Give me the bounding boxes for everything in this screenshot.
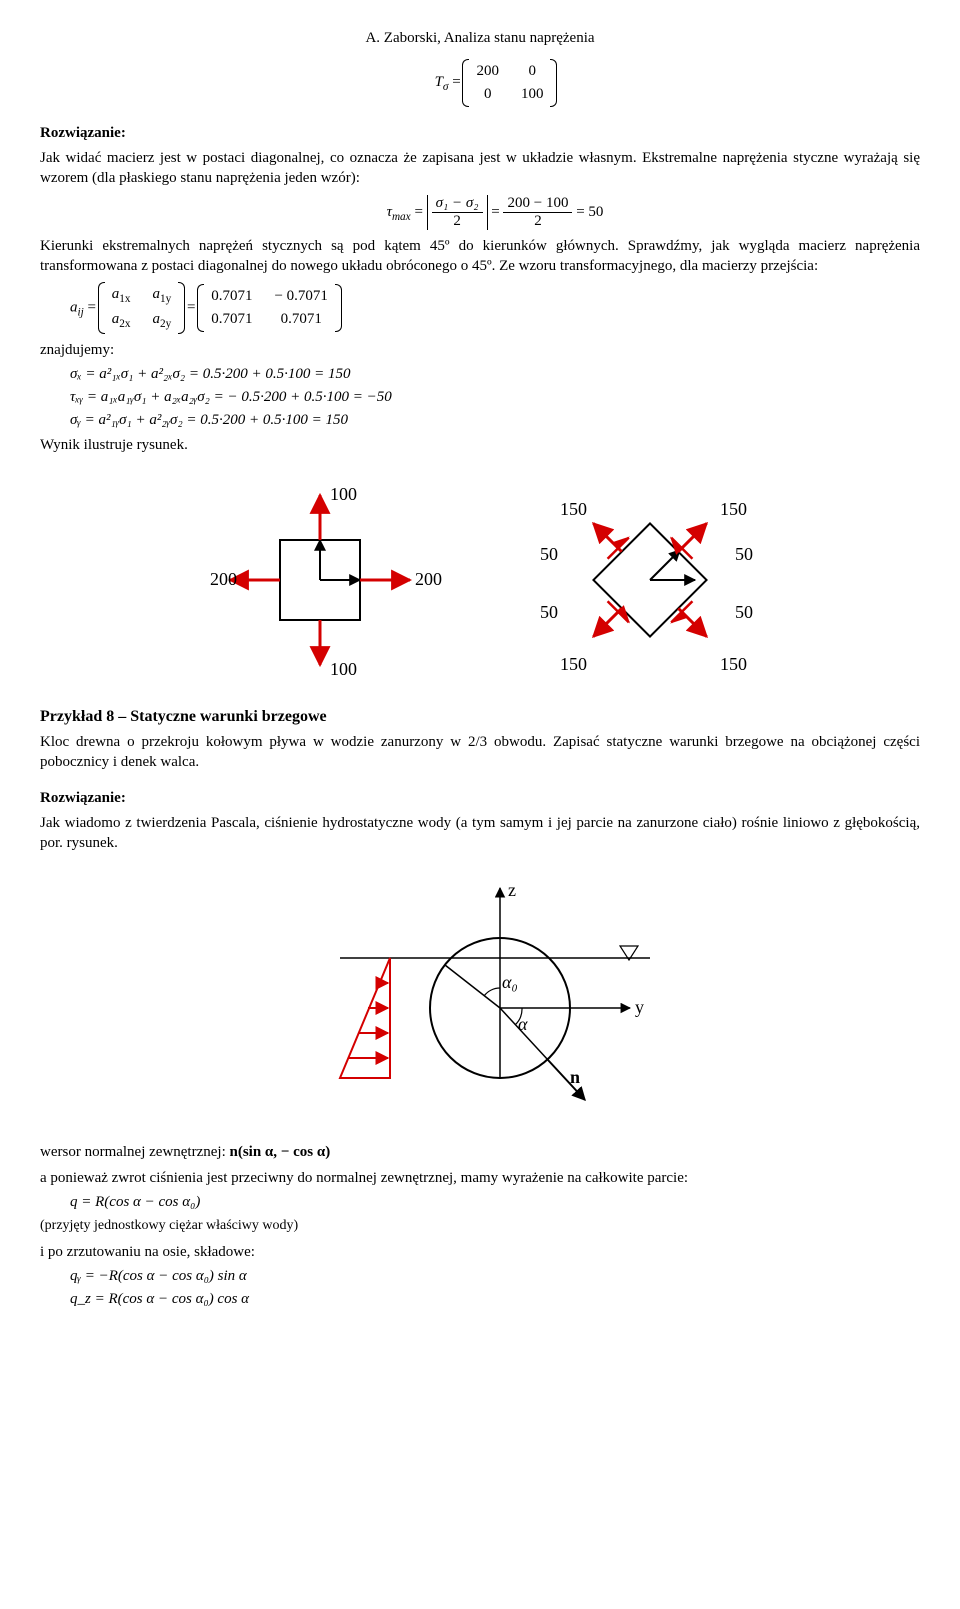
paragraph-7: wersor normalnej zewnętrznej: n(sin α, −… — [40, 1142, 920, 1162]
tau-sub: max — [392, 210, 411, 222]
T-a11: 200 — [466, 61, 509, 82]
tau-num1: σ₁ − σ₂ — [436, 195, 479, 211]
eq-qz: q_z = R(cos α − cos α₀) cos α — [70, 1291, 920, 1308]
figure-stress-elements: 200 200 100 100 50 50 50 50 150 150 150 … — [40, 470, 920, 690]
lbl-tau-2: 50 — [735, 544, 753, 564]
figure-cylinder-section: z y n α α₀ — [40, 868, 920, 1128]
m1s21: 2x — [119, 318, 130, 330]
m2a22: 0.7071 — [264, 309, 337, 330]
m2a11: 0.7071 — [201, 286, 262, 307]
tau-num2: 200 − 100 — [503, 195, 572, 213]
lbl-tau-1: 50 — [540, 544, 558, 564]
eq-tau-xy: τₓᵧ = a₁ₓa₁ᵧσ₁ + a₂ₓa₂ᵧσ₂ = − 0.5·200 + … — [70, 389, 920, 406]
T-a12: 0 — [511, 61, 554, 82]
lbl-sy-bot: 100 — [330, 659, 357, 679]
T-var: T — [435, 74, 443, 90]
lbl-n: n — [570, 1067, 580, 1087]
T-a21: 0 — [466, 84, 509, 105]
eq-sigma-y: σᵧ = a²₁ᵧσ₁ + a²₂ᵧσ₂ = 0.5·200 + 0.5·100… — [70, 412, 920, 429]
paragraph-9: (przyjęty jednostkowy ciężar właściwy wo… — [40, 1217, 920, 1236]
m2a12: − 0.7071 — [264, 286, 337, 307]
eq-q: q = R(cos α − cos α₀) — [70, 1194, 920, 1211]
m2a21: 0.7071 — [201, 309, 262, 330]
solution-heading-2: Rozwiązanie: — [40, 790, 920, 807]
left-element: 200 200 100 100 — [210, 484, 442, 679]
eq-qy: qᵧ = −R(cos α − cos α₀) sin α — [70, 1268, 920, 1285]
aij-sub: ij — [78, 306, 84, 318]
m1s22: 2y — [160, 318, 171, 330]
m1a22: a — [152, 311, 160, 327]
paragraph-5: Kloc drewna o przekroju kołowym pływa w … — [40, 732, 920, 773]
m1a12: a — [152, 286, 160, 302]
lbl-sn-2: 150 — [720, 499, 747, 519]
lbl-y: y — [635, 997, 644, 1017]
lbl-sy-top: 100 — [330, 484, 357, 504]
lbl-z: z — [508, 880, 516, 900]
lbl-tau-4: 50 — [735, 602, 753, 622]
solution-heading-1: Rozwiązanie: — [40, 125, 920, 142]
T-sub: σ — [443, 81, 449, 93]
p7-eq: n(sin α, − cos α) — [230, 1144, 331, 1160]
m1s11: 1x — [119, 293, 130, 305]
paragraph-2: Kierunki ekstremalnych naprężeń stycznyc… — [40, 236, 920, 277]
page-header: A. Zaborski, Analiza stanu naprężenia — [40, 30, 920, 47]
paragraph-6: Jak wiadomo z twierdzenia Pascala, ciśni… — [40, 813, 920, 854]
lbl-alpha: α — [518, 1014, 528, 1034]
tau-den1: 2 — [432, 213, 483, 230]
tau-den2: 2 — [503, 213, 572, 230]
tau-rhs: 50 — [588, 203, 603, 219]
aij-var: a — [70, 299, 78, 315]
aij-equation: aij = a1x a1y a2x a2y = 0.7071− 0.7071 0… — [70, 282, 920, 334]
paragraph-4: Wynik ilustruje rysunek. — [40, 435, 920, 455]
eq-sigma-x: σₓ = a²₁ₓσ₁ + a²₂ₓσ₂ = 0.5·200 + 0.5·100… — [70, 366, 920, 383]
right-element: 50 50 50 50 150 150 150 150 — [537, 470, 763, 690]
lbl-sx-left: 200 — [210, 569, 237, 589]
paragraph-3: znajdujemy: — [40, 340, 920, 360]
example-8-title: Przykład 8 – Statyczne warunki brzegowe — [40, 708, 920, 726]
lbl-sn-1: 150 — [560, 499, 587, 519]
T-a22: 100 — [511, 84, 554, 105]
lbl-alpha0: α₀ — [502, 972, 518, 992]
lbl-sx-right: 200 — [415, 569, 442, 589]
m1s12: 1y — [160, 293, 171, 305]
paragraph-8: a ponieważ zwrot ciśnienia jest przeciwn… — [40, 1168, 920, 1188]
p7-pre: wersor normalnej zewnętrznej: — [40, 1144, 230, 1160]
matrix-T: Tσ = 2000 0100 — [40, 59, 920, 107]
lbl-sn-4: 150 — [720, 654, 747, 674]
lbl-sn-3: 150 — [560, 654, 587, 674]
lbl-tau-3: 50 — [540, 602, 558, 622]
paragraph-1: Jak widać macierz jest w postaci diagona… — [40, 148, 920, 189]
paragraph-10: i po zrzutowaniu na osie, składowe: — [40, 1242, 920, 1262]
tau-max-equation: τmax = σ₁ − σ₂2 = 200 − 1002 = 50 — [70, 195, 920, 230]
